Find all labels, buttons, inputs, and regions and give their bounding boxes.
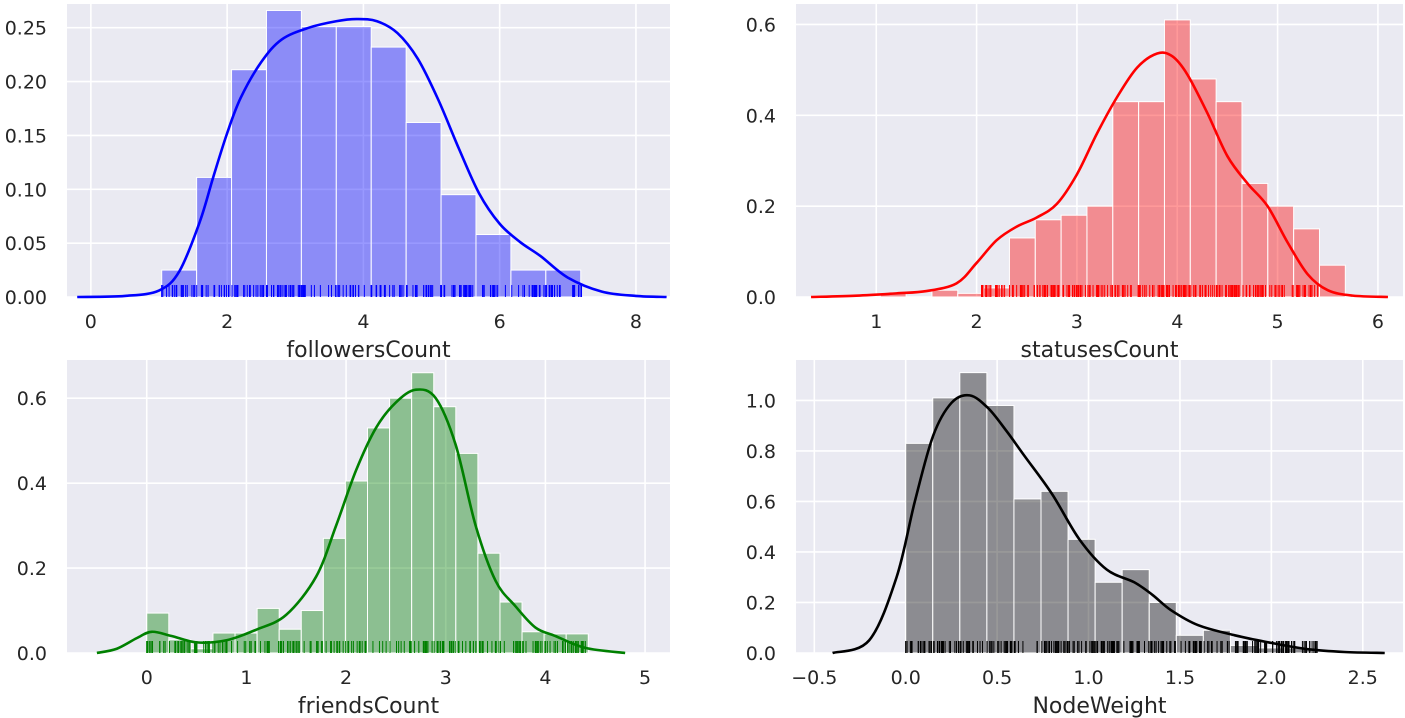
histogram-bar [1067, 538, 1096, 654]
histogram-bar [1040, 490, 1069, 654]
plot-background [796, 4, 1403, 297]
histogram-bar [1267, 205, 1295, 298]
histogram-bar [440, 194, 477, 298]
histogram-bar [411, 372, 435, 654]
histogram-bar [300, 26, 337, 298]
histogram-bar [367, 427, 391, 654]
subplot-followers-count: 0 2 4 6 8 0.00 0.05 0.10 0.15 0.20 0.25 followersCo… [5, 4, 670, 363]
x-tick-label: −0.5 [791, 667, 837, 689]
histogram-bar [1241, 182, 1269, 298]
subplot-friends-count: 0 1 2 3 4 5 0.0 0.2 0.4 0.6 friendsCount [17, 360, 670, 718]
x-tick-label: 4 [357, 311, 369, 333]
x-tick-label: 2.5 [1348, 667, 1378, 689]
y-tick-label: 0.6 [746, 14, 776, 36]
histogram-bar [344, 480, 369, 654]
y-tick-label: 0.4 [746, 542, 776, 564]
x-tick-label: 1.5 [1165, 667, 1195, 689]
histogram-bar [1013, 498, 1042, 654]
y-tick-label: 0.0 [746, 643, 776, 665]
y-tick-label: 0.15 [5, 125, 47, 147]
histogram-bar [510, 269, 547, 298]
histogram-bar [959, 372, 988, 654]
histogram-bar [986, 404, 1015, 654]
subplot-node-weight: −0.5 0.0 0.5 1.0 1.5 2.0 2.5 0.0 0.2 0.4 0.6 0.8 1.0… [746, 360, 1403, 718]
x-tick-label: 3 [440, 667, 452, 689]
x-tick-label: 2 [971, 311, 983, 333]
y-tick-label: 0.20 [5, 72, 47, 94]
rug-plot [905, 641, 1318, 653]
x-tick-label: 2 [221, 311, 233, 333]
kde-curve [832, 393, 1385, 655]
histogram-bar [1138, 101, 1165, 298]
x-tick-label: 4 [539, 667, 551, 689]
histogram-bar [931, 289, 959, 298]
x-tick-label: 6 [494, 311, 506, 333]
histogram-bar [196, 176, 233, 298]
histogram-bar [1215, 101, 1243, 298]
x-axis-label: NodeWeight [1032, 694, 1166, 718]
y-tick-label: 0.05 [5, 233, 47, 255]
x-tick-label: 0.5 [982, 667, 1012, 689]
y-tick-label: 0.0 [17, 643, 47, 665]
x-tick-label: 4 [1171, 311, 1183, 333]
x-tick-label: 3 [1071, 311, 1083, 333]
x-tick-label: 0.0 [891, 667, 921, 689]
x-tick-label: 1.0 [1073, 667, 1103, 689]
histogram-bar [335, 26, 372, 298]
histogram-bar [455, 452, 479, 654]
x-axis-label: friendsCount [298, 694, 440, 718]
rug-plot [981, 285, 1319, 297]
y-tick-label: 0.25 [5, 18, 47, 40]
histogram-bar [1060, 214, 1088, 298]
x-tick-label: 1 [240, 667, 252, 689]
rug-plot [161, 285, 583, 297]
x-tick-label: 1 [870, 311, 882, 333]
histogram-bar [433, 406, 457, 654]
histogram-bar [1034, 219, 1062, 298]
plot-background [67, 4, 670, 297]
histogram-bar [405, 121, 442, 298]
histogram-bar [1189, 78, 1217, 298]
x-axis-label: followersCount [286, 338, 451, 363]
x-tick-label: 0 [85, 311, 97, 333]
x-tick-label: 5 [1272, 311, 1284, 333]
x-axis-label: statusesCount [1021, 338, 1179, 363]
y-tick-label: 0.00 [5, 287, 47, 309]
y-tick-label: 0.10 [5, 179, 47, 201]
y-tick-label: 0.4 [17, 473, 47, 495]
x-tick-label: 8 [630, 311, 642, 333]
histogram-bar [1256, 647, 1286, 654]
histogram-bar [370, 46, 407, 298]
y-tick-label: 0.2 [746, 196, 776, 218]
plot-background [67, 360, 670, 653]
kde-curve [811, 51, 1389, 299]
histogram-bar [1163, 19, 1191, 298]
y-tick-label: 0.6 [746, 491, 776, 513]
y-tick-label: 0.6 [17, 388, 47, 410]
y-tick-label: 0.4 [746, 105, 776, 127]
x-tick-label: 2 [340, 667, 352, 689]
kde-curve [96, 388, 626, 655]
x-tick-label: 6 [1372, 311, 1384, 333]
x-tick-label: 0 [141, 667, 153, 689]
histogram-bar [905, 442, 934, 654]
y-tick-label: 0.2 [17, 558, 47, 580]
kde-curve [77, 17, 667, 299]
subplot-statuses-count: 1 2 3 4 5 6 0.0 0.2 0.4 0.6 statusesCount [746, 4, 1403, 363]
histogram-bar [1086, 205, 1114, 298]
histogram-bar [389, 397, 413, 654]
y-tick-label: 0.8 [746, 441, 776, 463]
y-tick-label: 1.0 [746, 390, 776, 412]
rug-plot [146, 641, 586, 653]
histogram-bar [1112, 101, 1140, 298]
x-tick-label: 5 [639, 667, 651, 689]
histogram-bar [265, 9, 302, 298]
x-tick-label: 2.0 [1256, 667, 1286, 689]
histogram-bar [957, 292, 985, 298]
plot-background [796, 360, 1403, 653]
y-tick-label: 0.2 [746, 592, 776, 614]
y-tick-label: 0.0 [746, 287, 776, 309]
histogram-bar [932, 397, 961, 654]
